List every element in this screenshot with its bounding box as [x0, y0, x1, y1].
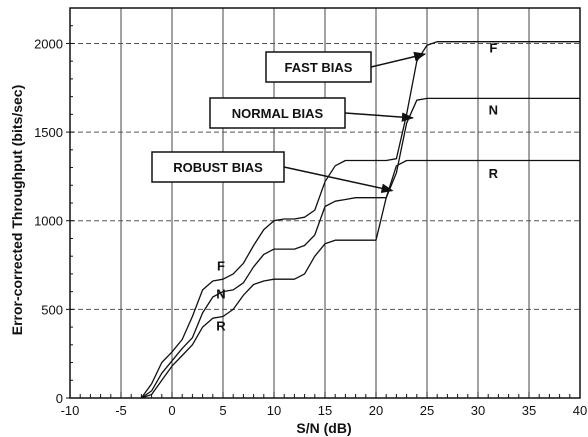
x-tick-label: 15 — [318, 403, 332, 418]
series-letter-label: N — [216, 287, 225, 302]
y-tick-label: 2000 — [34, 36, 63, 51]
series-line-R — [141, 159, 580, 399]
x-tick-label: 0 — [168, 403, 175, 418]
annotation-box — [209, 97, 346, 129]
series-letter-label: N — [489, 102, 498, 117]
series-letter-label: R — [489, 166, 499, 181]
x-tick-label: 20 — [369, 403, 383, 418]
x-axis-title: S/N (dB) — [296, 420, 351, 436]
x-tick-label: -5 — [115, 403, 127, 418]
y-tick-label: 1500 — [34, 125, 63, 140]
x-tick-label: 40 — [573, 403, 587, 418]
annotation-label: ROBUST BIAS — [173, 160, 263, 175]
y-tick-label: 500 — [41, 302, 63, 317]
annotation-label: NORMAL BIAS — [232, 106, 324, 121]
plot-series — [140, 41, 580, 399]
x-tick-label: 10 — [267, 403, 281, 418]
axis-ticks: -10 -5 0 5 10 15 20 25 30 35 40 0 500 1000 1500 2000 — [34, 25, 587, 418]
x-tick-label: 25 — [420, 403, 434, 418]
series-letter-label: R — [216, 319, 226, 334]
y-tick-label: 0 — [56, 391, 63, 406]
annotations: FAST BIAS NORMAL BIAS ROBUST BIAS — [151, 51, 427, 193]
annotation-arrow — [370, 51, 427, 68]
annotation-box — [265, 51, 372, 83]
series-letter-label: F — [489, 40, 497, 55]
y-tick-label: 1000 — [34, 214, 63, 229]
series-letter-label: F — [217, 258, 225, 273]
annotation-label: FAST BIAS — [285, 60, 353, 75]
series-line-N — [141, 97, 580, 399]
annotation-arrow — [344, 112, 414, 122]
series-line-F — [140, 41, 580, 399]
x-tick-label: -10 — [61, 403, 80, 418]
y-axis-title: Error-corrected Throughput (bits/sec) — [9, 85, 25, 335]
x-tick-label: 5 — [219, 403, 226, 418]
x-tick-label: 35 — [522, 403, 536, 418]
annotation-box — [151, 151, 285, 183]
x-tick-label: 30 — [471, 403, 485, 418]
annotation-arrow — [283, 166, 394, 193]
